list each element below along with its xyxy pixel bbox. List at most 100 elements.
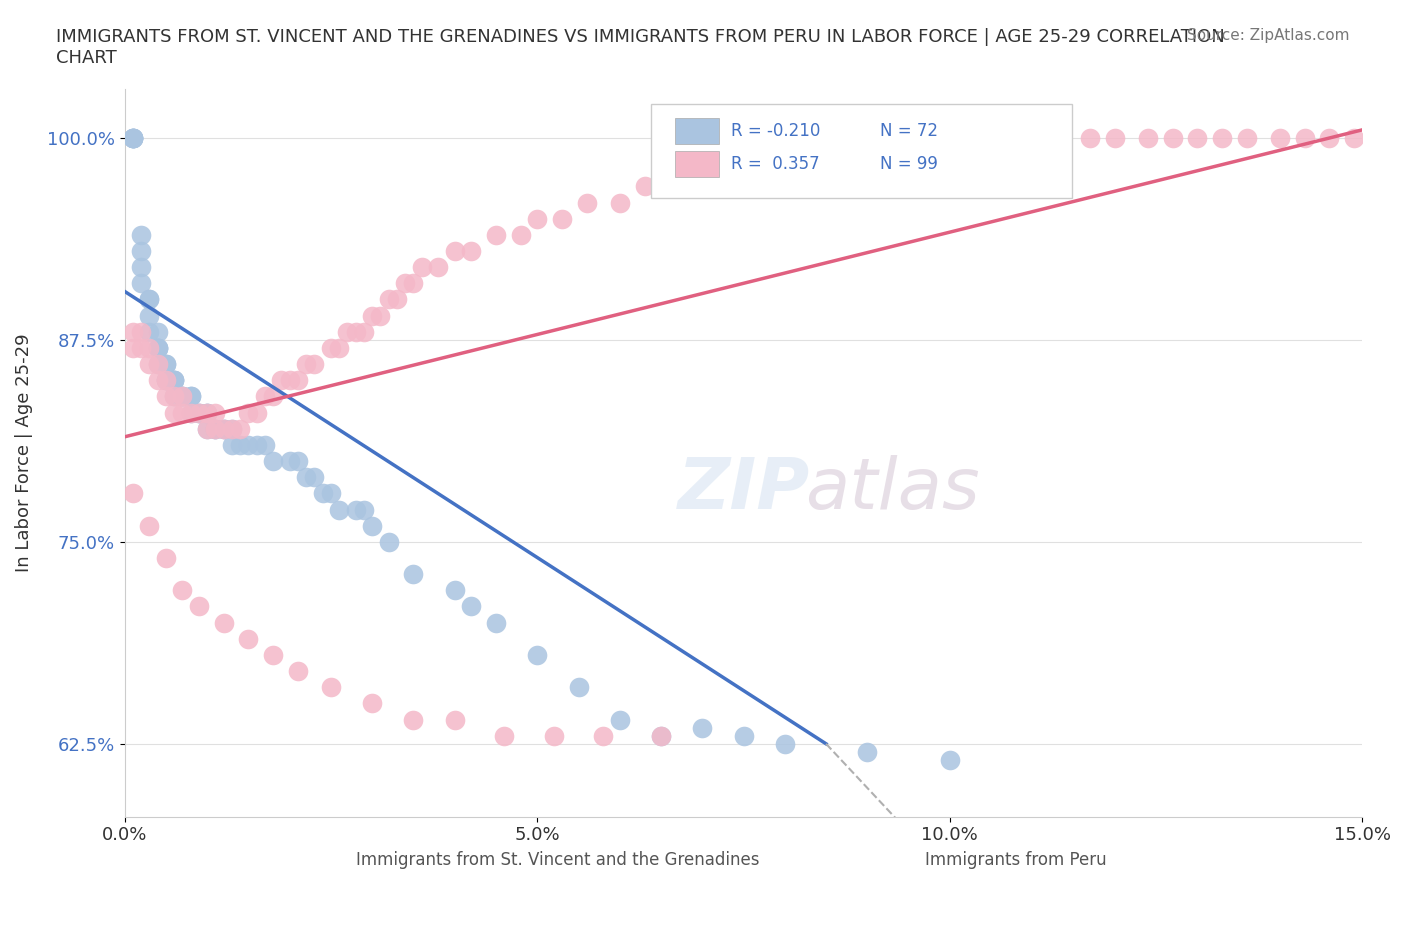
Point xyxy=(311,485,333,500)
Point xyxy=(773,163,796,178)
Bar xyxy=(347,853,378,871)
Point xyxy=(172,389,194,404)
Point xyxy=(319,680,342,695)
Point xyxy=(121,130,143,145)
Point xyxy=(592,728,614,743)
Point xyxy=(1294,130,1316,145)
Point xyxy=(270,373,292,388)
Point xyxy=(1046,130,1069,145)
Point xyxy=(163,373,186,388)
Point xyxy=(1319,130,1341,145)
Point xyxy=(344,502,367,517)
Point xyxy=(221,421,243,436)
Point xyxy=(485,615,508,630)
Point xyxy=(287,373,309,388)
Point xyxy=(163,373,186,388)
Point xyxy=(1368,130,1391,145)
Point xyxy=(138,340,160,355)
Point xyxy=(328,340,350,355)
Point xyxy=(1343,130,1365,145)
Point xyxy=(129,325,152,339)
Point xyxy=(138,292,160,307)
Point xyxy=(526,211,548,226)
Point xyxy=(1078,130,1101,145)
Point xyxy=(180,389,202,404)
Point xyxy=(155,357,177,372)
Text: Source: ZipAtlas.com: Source: ZipAtlas.com xyxy=(1187,28,1350,43)
Point xyxy=(163,389,186,404)
Point xyxy=(212,421,235,436)
Point xyxy=(411,259,433,274)
Point xyxy=(155,373,177,388)
Point xyxy=(146,325,169,339)
Point xyxy=(823,147,845,162)
Point xyxy=(129,276,152,291)
Point xyxy=(238,631,260,646)
Point xyxy=(485,228,508,243)
Point xyxy=(609,195,631,210)
Point xyxy=(460,244,482,259)
Point xyxy=(278,373,301,388)
Point xyxy=(172,389,194,404)
Point xyxy=(799,147,821,162)
Point xyxy=(129,228,152,243)
Point xyxy=(146,357,169,372)
Point xyxy=(344,325,367,339)
Point xyxy=(253,437,276,452)
Point xyxy=(229,421,252,436)
Point xyxy=(575,195,598,210)
Point xyxy=(212,421,235,436)
Point xyxy=(129,259,152,274)
Point xyxy=(377,292,399,307)
Point xyxy=(295,470,318,485)
Point xyxy=(187,405,209,420)
Point xyxy=(749,163,772,178)
Point xyxy=(146,340,169,355)
Point xyxy=(138,292,160,307)
Point xyxy=(733,728,755,743)
Point xyxy=(997,130,1019,145)
Point xyxy=(155,373,177,388)
Point xyxy=(1236,130,1258,145)
Point xyxy=(155,551,177,565)
Point xyxy=(460,599,482,614)
Point xyxy=(304,470,326,485)
Point xyxy=(195,421,218,436)
Point xyxy=(939,752,962,767)
Point xyxy=(195,405,218,420)
Point xyxy=(361,696,384,711)
Point xyxy=(880,130,903,145)
Point xyxy=(212,615,235,630)
Bar xyxy=(675,152,718,177)
Point xyxy=(195,405,218,420)
Point xyxy=(1136,130,1159,145)
Text: Immigrants from St. Vincent and the Grenadines: Immigrants from St. Vincent and the Gren… xyxy=(356,851,759,870)
Text: ZIP: ZIP xyxy=(678,455,810,524)
Point xyxy=(1104,130,1126,145)
Point xyxy=(690,720,713,735)
Point xyxy=(262,454,284,469)
Point xyxy=(180,389,202,404)
Point xyxy=(195,405,218,420)
FancyBboxPatch shape xyxy=(651,104,1071,198)
Point xyxy=(195,421,218,436)
Point xyxy=(146,340,169,355)
Point xyxy=(172,389,194,404)
Point xyxy=(377,535,399,550)
Point xyxy=(146,340,169,355)
Point xyxy=(402,276,425,291)
Point xyxy=(394,276,416,291)
Point xyxy=(328,502,350,517)
Text: N = 99: N = 99 xyxy=(880,154,938,173)
Point xyxy=(551,211,574,226)
Point xyxy=(963,130,986,145)
Point xyxy=(856,744,879,759)
Point xyxy=(238,437,260,452)
Point xyxy=(121,340,143,355)
Point xyxy=(138,518,160,533)
Point xyxy=(155,373,177,388)
Point xyxy=(180,405,202,420)
Point xyxy=(509,228,531,243)
Point xyxy=(221,437,243,452)
Point xyxy=(138,308,160,323)
